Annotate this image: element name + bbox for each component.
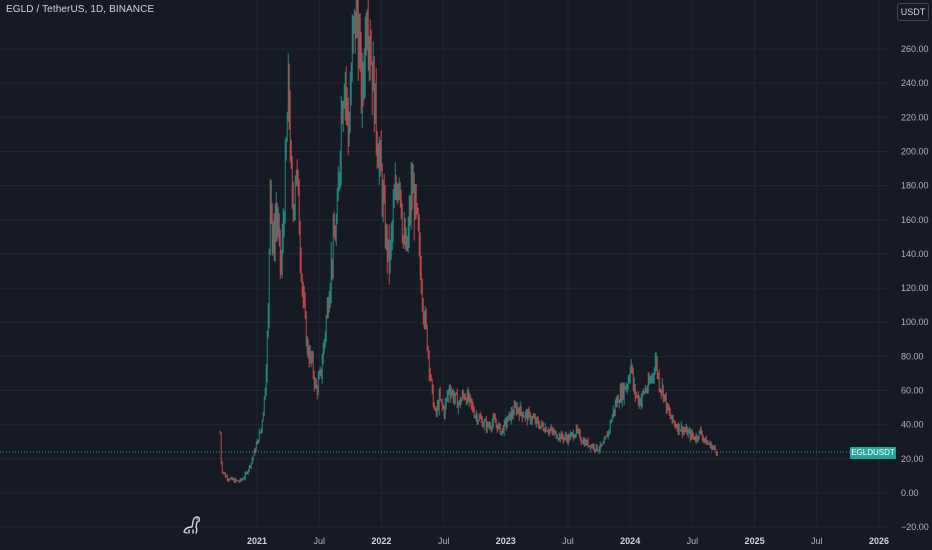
price-tick-label: −20.00 xyxy=(901,522,929,532)
currency-button[interactable]: USDT xyxy=(897,3,929,21)
price-tick-label: 140.00 xyxy=(901,249,929,259)
time-axis[interactable]: 2021 Jul 2022 Jul 2023 Jul 2024 Jul 2025 Jul 2026 xyxy=(247,536,889,546)
price-tick-label: 160.00 xyxy=(901,215,929,225)
time-tick-label: 2026 xyxy=(869,536,889,546)
chart-grid xyxy=(0,0,888,530)
symbol-title[interactable]: EGLD / TetherUS, 1D, BINANCE xyxy=(6,4,155,15)
time-tick-label: 2022 xyxy=(371,536,391,546)
price-tick-label: 40.00 xyxy=(901,420,924,430)
time-tick-label: Jul xyxy=(687,536,699,546)
price-tick-label: 200.00 xyxy=(901,146,929,156)
price-tick-label: 60.00 xyxy=(901,386,924,396)
price-tick-label: 20.00 xyxy=(901,454,924,464)
candles xyxy=(219,0,718,483)
dinosaur-icon[interactable] xyxy=(180,512,204,536)
time-tick-label: 2021 xyxy=(247,536,267,546)
price-tick-label: 80.00 xyxy=(901,351,924,361)
time-tick-label: Jul xyxy=(811,536,823,546)
price-tick-label: 0.00 xyxy=(901,488,919,498)
time-tick-label: 2023 xyxy=(496,536,516,546)
price-tick-label: 100.00 xyxy=(901,317,929,327)
price-tick-label: 260.00 xyxy=(901,44,929,54)
time-tick-label: Jul xyxy=(313,536,325,546)
price-tick-label: 220.00 xyxy=(901,112,929,122)
price-tick-label: 240.00 xyxy=(901,78,929,88)
price-tick-label: 120.00 xyxy=(901,283,929,293)
time-tick-label: 2024 xyxy=(620,536,640,546)
price-tick-label: 180.00 xyxy=(901,181,929,191)
time-tick-label: Jul xyxy=(438,536,450,546)
price-axis[interactable]: 260.00 240.00 220.00 200.00 180.00 160.00 140.… xyxy=(901,44,929,532)
current-price-tag: EGLDUSDT xyxy=(850,447,896,459)
time-tick-label: Jul xyxy=(562,536,574,546)
time-tick-label: 2025 xyxy=(745,536,765,546)
